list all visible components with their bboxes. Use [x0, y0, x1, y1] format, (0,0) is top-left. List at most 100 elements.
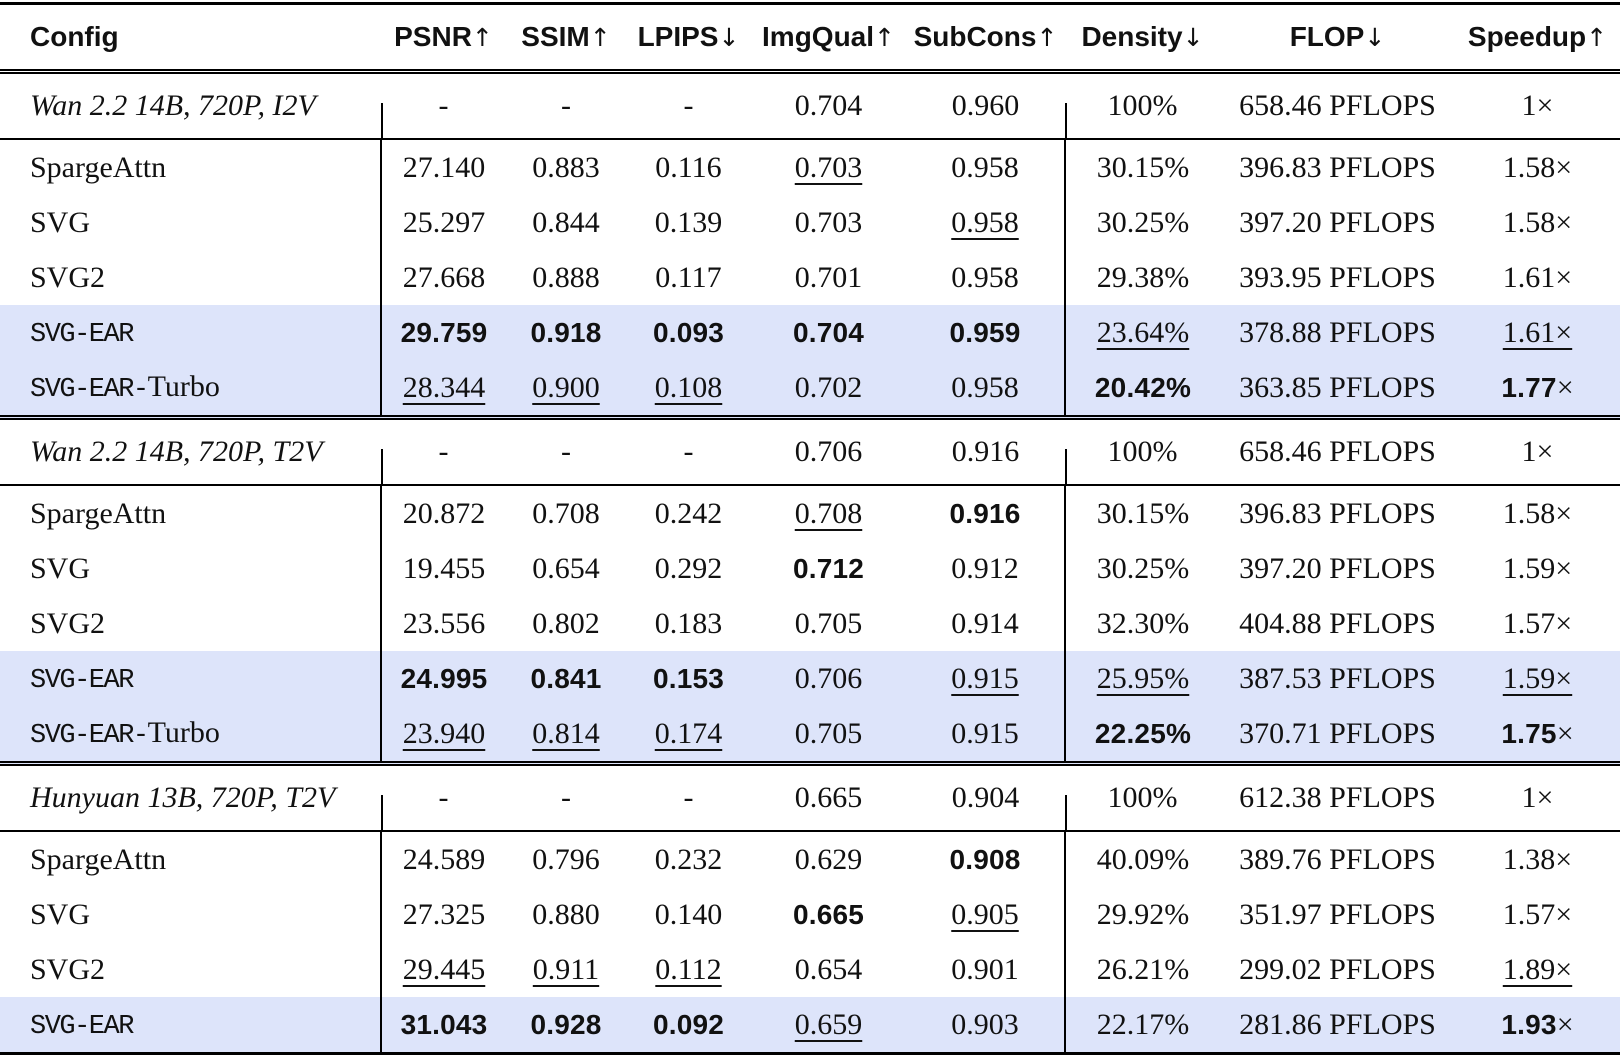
cell-value: 31.043	[400, 1008, 488, 1040]
cell-subcons: 0.903	[906, 997, 1065, 1054]
config-cell: SVG2	[0, 596, 381, 651]
config-cell: SVG2	[0, 942, 381, 997]
cell-lpips: 0.174	[626, 706, 751, 764]
cell-value: 27.325	[402, 897, 486, 931]
cell-flop: 351.97 PFLOPS	[1220, 887, 1455, 942]
cell-density: 30.15%	[1064, 485, 1220, 541]
cell-value: 0.904	[951, 781, 1020, 814]
cell-psnr: 27.668	[380, 250, 506, 305]
cell-value: 1.89×	[1502, 952, 1573, 986]
config-cell: SpargeAttn	[0, 831, 381, 887]
column-label: Config	[30, 21, 119, 52]
cell-value: 0.092	[652, 1008, 725, 1040]
cell-density: 30.15%	[1064, 139, 1220, 195]
config-label: SVG	[30, 205, 91, 239]
cell-value: -	[683, 435, 694, 468]
cell-value: 23.556	[402, 606, 486, 640]
header-row: Config PSNR↑ SSIM↑ LPIPS↓ ImgQual↑ SubCons↑ De…	[0, 4, 1620, 72]
cell-density: 100%	[1065, 417, 1220, 485]
cell-subcons: 0.958	[906, 250, 1065, 305]
cell-value: 1.57×	[1502, 606, 1573, 640]
column-header-flop: FLOP↓	[1220, 4, 1455, 72]
config-label: SVG2	[30, 952, 106, 986]
cell-value: 0.958	[951, 370, 1019, 404]
cell-subcons: 0.915	[906, 651, 1065, 706]
cell-value: 0.914	[951, 606, 1019, 640]
section-header-row: Hunyuan 13B, 720P, T2V - - - 0.665 0.904 100% 6…	[0, 763, 1620, 832]
config-cell: SVG	[0, 887, 381, 942]
cell-value: 1.93	[1501, 1008, 1557, 1040]
cell-value: 0.958	[951, 150, 1019, 184]
cell-subcons: 0.901	[906, 942, 1065, 997]
cell-imgqual: 0.705	[751, 706, 906, 764]
cell-ssim: 0.654	[506, 541, 626, 596]
cell-value: 0.708	[532, 496, 600, 530]
column-label: SubCons	[913, 21, 1037, 52]
cell-value: 0.117	[655, 260, 722, 294]
cell-psnr: 24.589	[380, 831, 506, 887]
cell-density: 100%	[1065, 763, 1220, 831]
config-cell: SVG-EAR	[0, 651, 381, 706]
cell-lpips: 0.112	[626, 942, 751, 997]
cell-value: 1.59×	[1502, 551, 1573, 585]
cell-lpips: 0.093	[626, 305, 751, 360]
cell-imgqual: 0.708	[751, 485, 906, 541]
cell-ssim: 0.888	[506, 250, 626, 305]
cell-value: 397.20 PFLOPS	[1239, 205, 1436, 239]
cell-value: 1.59×	[1502, 661, 1573, 695]
section-config-cell: Wan 2.2 14B, 720P, T2V	[0, 418, 381, 486]
cell-psnr: 23.940	[380, 706, 506, 764]
cell-value: 0.814	[532, 716, 600, 750]
cell-lpips: 0.153	[626, 651, 751, 706]
cell-value: 0.911	[532, 952, 600, 986]
cell-value: 0.841	[530, 662, 602, 694]
table-row: SVG-EAR-Turbo 23.940 0.814 0.174 0.705 0.915 2…	[0, 706, 1620, 764]
cell-speedup: 1×	[1455, 764, 1620, 832]
up-arrow-icon: ↑	[589, 23, 611, 52]
cell-value: 0.802	[532, 606, 600, 640]
cell-density: 22.25%	[1064, 706, 1220, 764]
cell-value: 1.75	[1501, 717, 1557, 749]
config-label: SpargeAttn	[30, 842, 167, 876]
cell-value: 0.706	[794, 661, 863, 695]
config-cell: SVG	[0, 541, 381, 596]
config-label: SpargeAttn	[30, 150, 167, 184]
cell-value: 0.654	[794, 952, 863, 986]
cell-imgqual: 0.704	[751, 72, 906, 140]
cell-value: 0.183	[654, 606, 723, 640]
up-arrow-icon: ↑	[1586, 23, 1608, 52]
cell-value: 397.20 PFLOPS	[1239, 551, 1436, 585]
table-row: SpargeAttn 24.589 0.796 0.232 0.629 0.908 40.0…	[0, 831, 1620, 887]
cell-value: 0.915	[951, 661, 1019, 695]
cell-density: 30.25%	[1064, 195, 1220, 250]
table-row: SVG2 23.556 0.802 0.183 0.705 0.914 32.30% 404.…	[0, 596, 1620, 651]
cell-psnr: -	[381, 417, 506, 485]
cell-ssim: -	[506, 764, 626, 832]
cell-value: 378.88 PFLOPS	[1239, 315, 1436, 349]
config-cell: SVG-EAR	[0, 305, 381, 360]
cell-value: 30.15%	[1096, 150, 1190, 184]
cell-ssim: 0.802	[506, 596, 626, 651]
cell-value: 0.705	[794, 716, 863, 750]
up-arrow-icon: ↑	[1036, 23, 1058, 52]
cell-value: -	[561, 781, 571, 814]
cell-value: 0.708	[794, 496, 863, 530]
cell-value: 23.940	[402, 716, 486, 750]
cell-imgqual: 0.712	[751, 541, 906, 596]
table-row: SpargeAttn 20.872 0.708 0.242 0.708 0.916 30.1…	[0, 485, 1620, 541]
cell-subcons: 0.916	[906, 485, 1065, 541]
up-arrow-icon: ↑	[874, 23, 895, 52]
cell-value: 0.900	[532, 370, 600, 404]
cell-value: 0.712	[792, 552, 865, 584]
cell-value: 1×	[1521, 435, 1554, 468]
cell-value: 0.908	[949, 843, 1021, 875]
cell-imgqual: 0.706	[751, 651, 906, 706]
table-row: SpargeAttn 27.140 0.883 0.116 0.703 0.958 30.1…	[0, 139, 1620, 195]
cell-value: -	[561, 435, 571, 468]
column-label: ImgQual	[762, 21, 875, 52]
cell-value: 100%	[1107, 435, 1178, 468]
cell-value: 299.02 PFLOPS	[1239, 952, 1436, 986]
table-row: SVG 27.325 0.880 0.140 0.665 0.905 29.92% 351.9…	[0, 887, 1620, 942]
cell-value: 351.97 PFLOPS	[1239, 897, 1436, 931]
cell-value: 0.918	[530, 316, 602, 348]
